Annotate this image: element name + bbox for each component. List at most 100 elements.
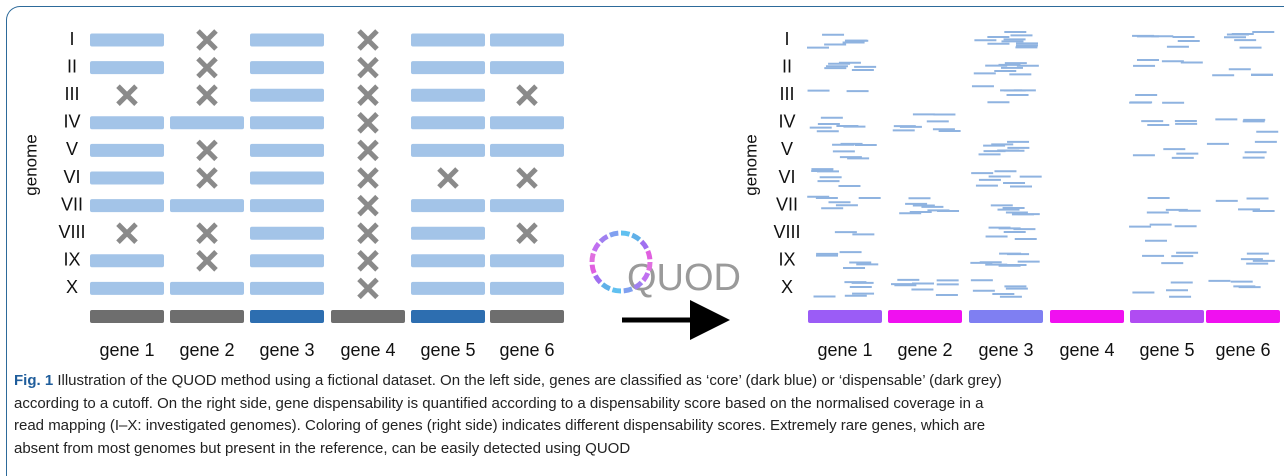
absence-cross [116,84,138,106]
absence-cross [196,139,218,162]
gene-label: gene 5 [1139,340,1194,360]
presence-bar [490,281,564,295]
figure-frame [6,6,1284,476]
logo-ring [646,261,653,272]
gene-bar [170,310,244,323]
gene-bar [250,310,324,323]
genome-label: VII [776,194,798,214]
absence-cross [196,167,218,189]
absence-cross [357,250,379,272]
gene-label: gene 1 [817,340,872,360]
genome-label: VI [63,167,80,187]
presence-bar [411,116,485,130]
caption: Fig. 1 Illustration of the QUOD method u… [14,370,1002,460]
gene-label: gene 4 [1059,340,1114,360]
presence-bar [250,61,324,75]
presence-bar [490,116,564,130]
presence-bar [90,281,164,295]
absence-cross [437,167,459,189]
logo-ring [611,287,622,294]
absence-cross [357,29,379,51]
genome-label: VI [778,167,795,187]
absence-cross [357,84,379,106]
gene-label: gene 2 [897,340,952,360]
presence-bar [170,281,244,295]
presence-bar [250,143,324,157]
presence-bar [250,88,324,102]
presence-bar [411,33,485,47]
y-axis-label: genome [741,134,760,195]
gene-bar [411,310,485,323]
genome-label: III [64,84,79,104]
caption-label: Fig. 1 [14,372,54,389]
absence-cross [357,167,379,189]
caption-text: Illustration of the QUOD method using a … [53,372,1002,389]
absence-cross [196,56,218,79]
gene-label: gene 6 [1215,340,1270,360]
logo-ring [598,234,609,244]
absence-cross [196,250,218,272]
presence-bar [90,143,164,157]
presence-bar [490,33,564,47]
presence-bar [250,171,324,185]
logo-ring [623,286,634,294]
gene-label: gene 6 [499,340,554,360]
presence-bar [250,254,324,268]
presence-bar [250,199,324,213]
logo-ring [589,264,597,275]
absence-cross [116,222,138,244]
presence-bar [170,116,244,130]
logo-ring [591,241,601,252]
presence-bar [411,61,485,75]
caption-line: according to a cutoff. On the right side… [14,394,984,412]
genome-label: IV [63,112,80,132]
gene-label: gene 4 [340,340,395,360]
genome-label: IX [63,250,80,270]
caption-line: read mapping (I–X: investigated genomes)… [14,417,986,434]
absence-cross [357,194,379,217]
presence-bar [411,199,485,213]
gene-label: gene 3 [259,340,314,360]
presence-bar [250,281,324,295]
absence-cross [196,84,218,106]
presence-bar [490,61,564,75]
logo-ring [589,252,596,263]
genome-label: IX [778,250,795,270]
caption-line: absent from most genomes but present in … [14,439,631,457]
presence-bar [411,88,485,102]
gene-label: gene 2 [179,340,234,360]
genome-label: II [782,56,792,76]
absence-cross [357,56,379,79]
presence-bar [90,116,164,130]
presence-bar [90,61,164,75]
absence-cross [357,112,379,134]
presence-bar [90,33,164,47]
logo-ring [631,232,642,242]
logo-ring [608,230,619,238]
genome-label: VIII [58,222,85,242]
genome-label: IV [778,112,795,132]
genome-label: VII [61,194,83,214]
gene-bar [331,310,405,323]
absence-cross [516,167,538,189]
gene-bar [490,310,564,323]
absence-cross [196,222,218,244]
logo-ring [645,249,653,260]
absence-cross [357,277,379,300]
presence-bar [250,226,324,240]
presence-bar [250,33,324,47]
gene-bar [888,310,962,323]
gene-label: gene 1 [99,340,154,360]
genome-label: X [781,277,793,297]
gene-label: gene 3 [978,340,1033,360]
genome-label: III [779,84,794,104]
absence-cross [357,222,379,244]
presence-bar [170,199,244,213]
logo-ring [639,239,649,250]
gene-label: gene 5 [420,340,475,360]
genome-label: X [66,277,78,297]
y-axis-label: genome [21,134,40,195]
absence-cross [516,84,538,106]
